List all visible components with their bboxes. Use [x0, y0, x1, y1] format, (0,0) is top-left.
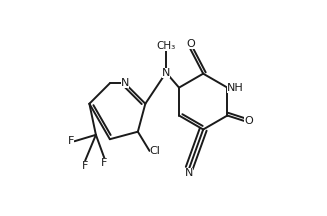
Text: F: F [68, 136, 75, 146]
Text: F: F [101, 158, 108, 168]
Text: NH: NH [227, 83, 244, 93]
Text: Cl: Cl [149, 146, 161, 156]
Text: F: F [82, 160, 88, 171]
Text: CH₃: CH₃ [156, 41, 176, 51]
Text: N: N [185, 168, 194, 178]
Text: O: O [186, 39, 195, 49]
Text: N: N [121, 78, 129, 88]
Text: O: O [244, 116, 253, 126]
Text: N: N [162, 68, 170, 78]
